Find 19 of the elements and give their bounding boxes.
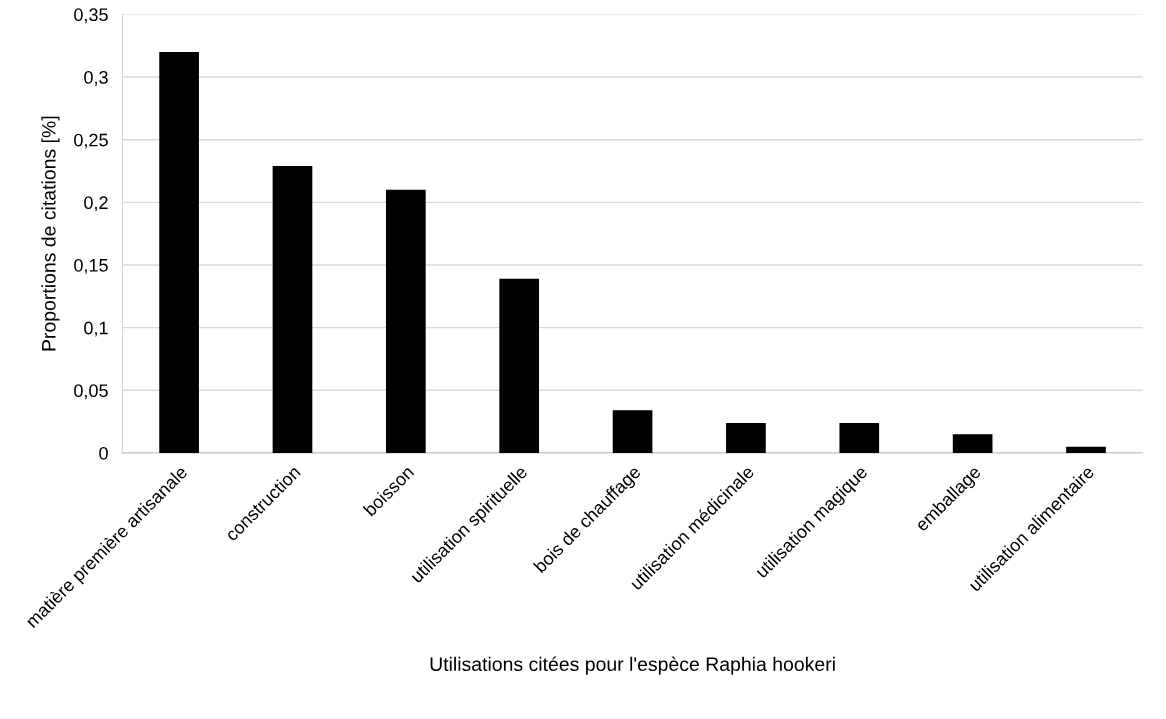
bar (839, 422, 880, 453)
y-tick-label: 0,15 (74, 258, 108, 274)
y-tick-label: 0,05 (74, 384, 108, 400)
bar (159, 51, 199, 453)
bar (726, 422, 766, 453)
bar (272, 166, 313, 453)
y-tick-label: 0,2 (84, 196, 108, 212)
y-tick-label: 0,35 (74, 8, 108, 24)
y-tick-label: 0,25 (74, 133, 108, 149)
y-tick-label: 0 (99, 446, 108, 460)
y-tick-label: 0,3 (84, 70, 108, 86)
x-axis-title: Utilisations citées pour l'espèce Raphia hookeri (430, 656, 835, 675)
bar (612, 410, 653, 453)
y-axis-title: Proportions de citations [%] (41, 116, 60, 351)
bar (952, 434, 993, 453)
bar (1066, 446, 1106, 453)
bar (499, 278, 540, 453)
y-tick-label: 0,1 (84, 321, 108, 337)
bar (385, 189, 426, 453)
